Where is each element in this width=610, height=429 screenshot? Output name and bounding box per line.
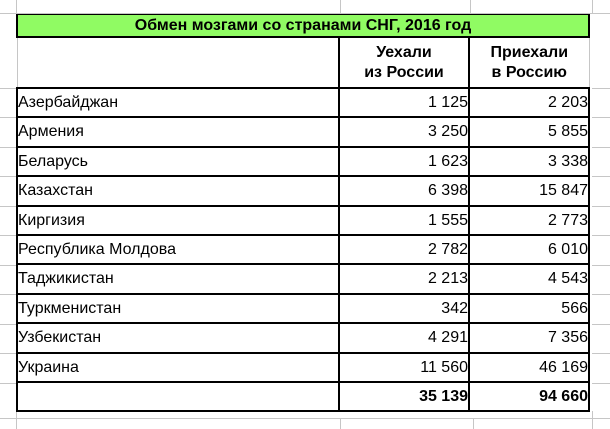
total-row: 35 139 94 660 xyxy=(16,380,590,413)
departed-cell[interactable]: 11 560 xyxy=(338,351,470,383)
departed-cell[interactable]: 342 xyxy=(338,292,470,325)
country-cell[interactable]: Украина xyxy=(16,351,340,383)
gridline xyxy=(592,88,610,89)
country-cell[interactable]: Узбекистан xyxy=(16,322,340,354)
table-row: Армения 3 250 5 855 xyxy=(16,116,590,148)
country-cell[interactable]: Туркменистан xyxy=(16,292,340,325)
gridline xyxy=(16,0,17,13)
table-row: Узбекистан 4 291 7 356 xyxy=(16,322,590,354)
arrived-cell[interactable]: 7 356 xyxy=(468,322,590,354)
departed-cell[interactable]: 4 291 xyxy=(338,322,470,354)
country-cell[interactable]: Беларусь xyxy=(16,145,340,178)
title-row: Обмен мозгами со странами СНГ, 2016 год xyxy=(16,13,590,38)
arrived-cell[interactable]: 15 847 xyxy=(468,175,590,207)
gridline xyxy=(592,147,610,148)
departed-cell[interactable]: 3 250 xyxy=(338,116,470,148)
gridline xyxy=(592,383,610,384)
departed-cell[interactable]: 6 398 xyxy=(338,175,470,207)
gridline xyxy=(16,412,17,429)
total-label-cell[interactable] xyxy=(16,380,340,413)
gridline xyxy=(0,418,610,419)
gridline xyxy=(0,88,16,89)
country-cell[interactable]: Казахстан xyxy=(16,175,340,207)
gridline xyxy=(0,117,16,118)
table-row: Украина 11 560 46 169 xyxy=(16,351,590,383)
country-cell[interactable]: Таджикистан xyxy=(16,263,340,295)
arrived-cell[interactable]: 566 xyxy=(468,292,590,325)
gridline xyxy=(0,13,610,14)
table-row: Казахстан 6 398 15 847 xyxy=(16,175,590,207)
departed-cell[interactable]: 1 555 xyxy=(338,204,470,236)
departed-header-line2: из России xyxy=(364,63,444,81)
arrived-cell[interactable]: 3 338 xyxy=(468,145,590,178)
gridline xyxy=(592,176,610,177)
gridline xyxy=(0,294,16,295)
gridline xyxy=(0,235,16,236)
table-row: Республика Молдова 2 782 6 010 xyxy=(16,233,590,266)
departed-cell[interactable]: 1 125 xyxy=(338,86,470,119)
gridline xyxy=(0,176,16,177)
gridline xyxy=(340,0,341,13)
gridline xyxy=(592,0,593,14)
total-arrived-cell[interactable]: 94 660 xyxy=(468,380,590,413)
gridline xyxy=(592,353,610,354)
gridline xyxy=(592,206,610,207)
header-row: Уехали из России Приехали в Россию xyxy=(16,36,590,89)
arrived-cell[interactable]: 2 203 xyxy=(468,86,590,119)
total-departed-cell[interactable]: 35 139 xyxy=(338,380,470,413)
arrived-column-header[interactable]: Приехали в Россию xyxy=(468,36,590,89)
arrived-cell[interactable]: 46 169 xyxy=(468,351,590,383)
gridline xyxy=(473,418,474,429)
gridline xyxy=(0,206,16,207)
departed-cell[interactable]: 2 782 xyxy=(338,233,470,266)
country-cell[interactable]: Киргизия xyxy=(16,204,340,236)
arrived-cell[interactable]: 5 855 xyxy=(468,116,590,148)
gridline xyxy=(592,117,610,118)
departed-cell[interactable]: 1 623 xyxy=(338,145,470,178)
country-cell[interactable]: Армения xyxy=(16,116,340,148)
table-row: Туркменистан 342 566 xyxy=(16,292,590,325)
country-column-header[interactable] xyxy=(16,36,340,89)
arrived-header-line2: в Россию xyxy=(491,63,567,81)
gridline xyxy=(0,265,16,266)
arrived-header-line1: Приехали xyxy=(490,44,569,62)
arrived-cell[interactable]: 4 543 xyxy=(468,263,590,295)
table-row: Азербайджан 1 125 2 203 xyxy=(16,86,590,119)
arrived-cell[interactable]: 6 010 xyxy=(468,233,590,266)
departed-cell[interactable]: 2 213 xyxy=(338,263,470,295)
gridline xyxy=(592,235,610,236)
gridline xyxy=(592,411,593,429)
gridline xyxy=(592,294,610,295)
arrived-cell[interactable]: 2 773 xyxy=(468,204,590,236)
departed-column-header[interactable]: Уехали из России xyxy=(338,36,470,89)
table-row: Таджикистан 2 213 4 543 xyxy=(16,263,590,295)
gridline xyxy=(0,324,16,325)
departed-header-line1: Уехали xyxy=(376,44,432,62)
gridline xyxy=(340,418,341,429)
table-title[interactable]: Обмен мозгами со странами СНГ, 2016 год xyxy=(16,13,590,38)
country-cell[interactable]: Азербайджан xyxy=(16,86,340,119)
table-row: Беларусь 1 623 3 338 xyxy=(16,145,590,178)
gridline xyxy=(592,324,610,325)
gridline xyxy=(0,147,16,148)
gridline xyxy=(0,383,16,384)
country-cell[interactable]: Республика Молдова xyxy=(16,233,340,266)
brain-exchange-table: Обмен мозгами со странами СНГ, 2016 год … xyxy=(16,13,590,413)
gridline xyxy=(470,0,471,13)
gridline xyxy=(592,265,610,266)
table-row: Киргизия 1 555 2 773 xyxy=(16,204,590,236)
gridline xyxy=(0,353,16,354)
